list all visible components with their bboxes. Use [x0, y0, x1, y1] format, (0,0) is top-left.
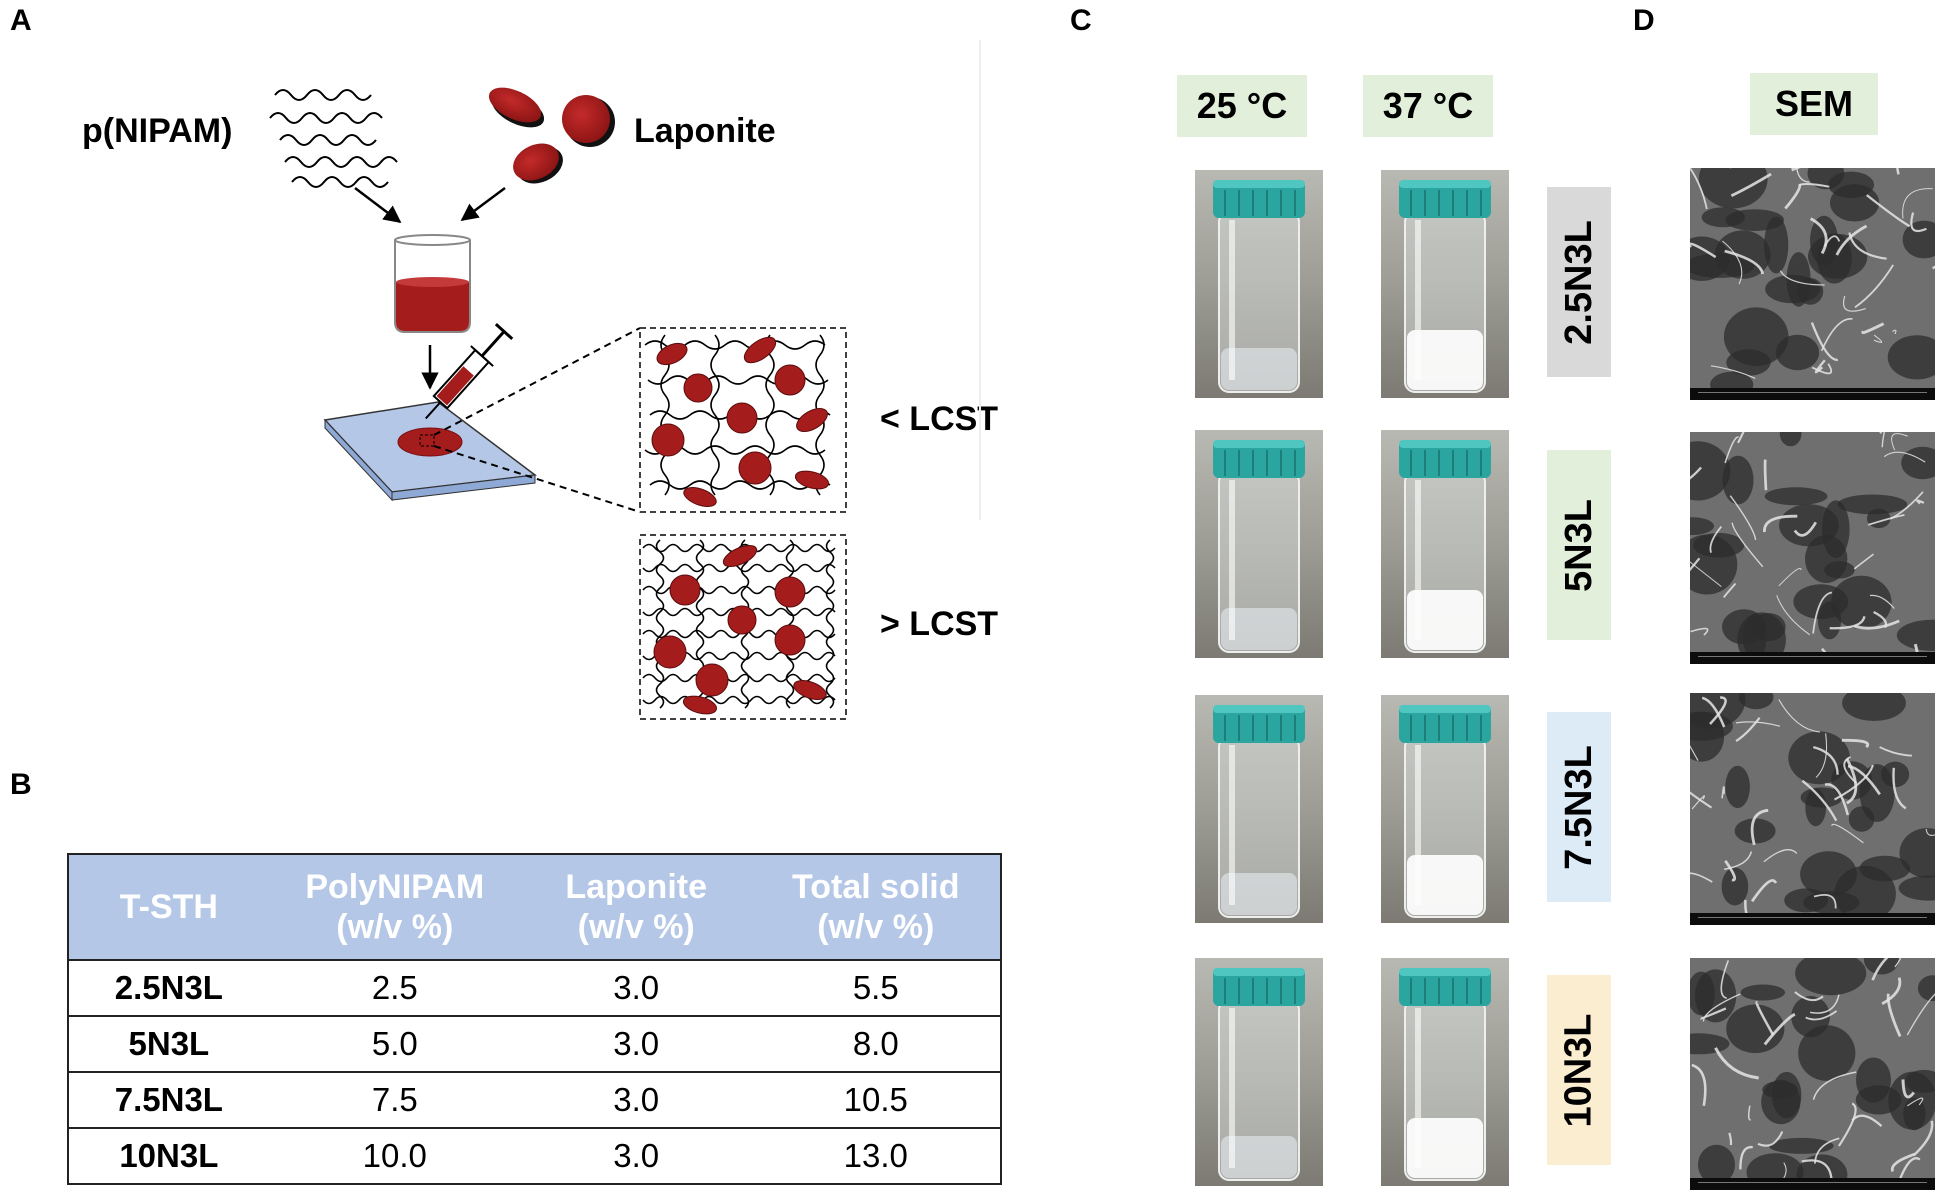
sem-texture: [1690, 958, 1935, 1190]
sem-image: [1690, 693, 1935, 925]
sample-label-10n3l: 10N3L: [1547, 975, 1611, 1165]
sample-label-2-5n3l: 2.5N3L: [1547, 187, 1611, 377]
sem-image: [1690, 168, 1935, 400]
sem-texture: [1690, 693, 1935, 925]
vial-icon: [1399, 440, 1491, 653]
vial-icon: [1399, 180, 1491, 393]
vial-photo: [1195, 695, 1323, 923]
table-row: 10N3L 10.0 3.0 13.0: [68, 1127, 1001, 1184]
cell-polynipam: 2.5: [268, 959, 521, 1016]
cell-total: 8.0: [751, 1015, 1001, 1072]
table-row: 7.5N3L 7.5 3.0 10.5: [68, 1071, 1001, 1128]
table-header-row: T-STH PolyNIPAM (w/v %) Laponite (w/v %) T…: [68, 854, 1001, 960]
header-laponite: Laponite (w/v %): [520, 854, 752, 960]
vial-photo: [1381, 958, 1509, 1186]
cell-total: 5.5: [751, 959, 1001, 1016]
vial-photo: [1381, 170, 1509, 398]
header-total-solid: Total solid (w/v %): [751, 854, 1001, 960]
panel-label-b: B: [10, 768, 32, 801]
sem-info-bar: [1690, 652, 1935, 664]
cell-laponite: 3.0: [520, 1015, 752, 1072]
sem-info-bar: [1690, 388, 1935, 400]
vial-photo: [1381, 695, 1509, 923]
cell-total: 10.5: [751, 1071, 1001, 1128]
hydrogel-schematic: [269, 40, 981, 720]
sem-image: [1690, 958, 1935, 1190]
network-above-lcst: [639, 534, 847, 720]
cell-total: 13.0: [751, 1127, 1001, 1184]
cell-sample: 10N3L: [68, 1127, 269, 1184]
sem-title: SEM: [1750, 73, 1878, 135]
laponite-discs: [488, 87, 615, 184]
network-below-lcst: [639, 327, 847, 513]
sem-texture: [1690, 432, 1935, 664]
cell-sample: 2.5N3L: [68, 959, 269, 1016]
cell-polynipam: 7.5: [268, 1071, 521, 1128]
sem-image: [1690, 432, 1935, 664]
pnipam-label: p(NIPAM): [82, 112, 233, 150]
vial-icon: [1213, 440, 1305, 653]
syringe: [425, 323, 514, 420]
table-row: 2.5N3L 2.5 3.0 5.5: [68, 959, 1001, 1016]
panel-label-a: A: [10, 4, 32, 37]
temp-25-label: 25 °C: [1177, 75, 1307, 137]
cell-sample: 5N3L: [68, 1015, 269, 1072]
vial-icon: [1399, 968, 1491, 1181]
above-lcst-label: > LCST: [880, 605, 999, 643]
sem-info-bar: [1690, 1178, 1935, 1190]
beaker: [394, 234, 471, 333]
vial-icon: [1213, 180, 1305, 393]
glass-slide: [323, 401, 537, 502]
laponite-label: Laponite: [634, 112, 776, 150]
vial-photo: [1381, 430, 1509, 658]
sem-info-bar: [1690, 913, 1935, 925]
cell-sample: 7.5N3L: [68, 1071, 269, 1128]
sem-texture: [1690, 168, 1935, 398]
sample-label-7-5n3l: 7.5N3L: [1547, 712, 1611, 902]
cell-polynipam: 10.0: [268, 1127, 521, 1184]
vial-photo: [1195, 430, 1323, 658]
pnipam-chains: [269, 89, 398, 188]
cell-laponite: 3.0: [520, 1071, 752, 1128]
header-tsth: T-STH: [68, 854, 269, 960]
vial-photo: [1195, 958, 1323, 1186]
below-lcst-label: < LCST: [880, 400, 999, 438]
panel-label-d: D: [1633, 4, 1655, 37]
panel-label-c: C: [1070, 4, 1092, 37]
table-row: 5N3L 5.0 3.0 8.0: [68, 1015, 1001, 1072]
cell-polynipam: 5.0: [268, 1015, 521, 1072]
sample-label-5n3l: 5N3L: [1547, 450, 1611, 640]
vial-icon: [1399, 705, 1491, 918]
temp-37-label: 37 °C: [1363, 75, 1493, 137]
vial-icon: [1213, 968, 1305, 1181]
composition-table: T-STH PolyNIPAM (w/v %) Laponite (w/v %) T…: [67, 853, 1002, 1185]
cell-laponite: 3.0: [520, 959, 752, 1016]
header-polynipam: PolyNIPAM (w/v %): [268, 854, 521, 960]
cell-laponite: 3.0: [520, 1127, 752, 1184]
vial-photo: [1195, 170, 1323, 398]
vial-icon: [1213, 705, 1305, 918]
